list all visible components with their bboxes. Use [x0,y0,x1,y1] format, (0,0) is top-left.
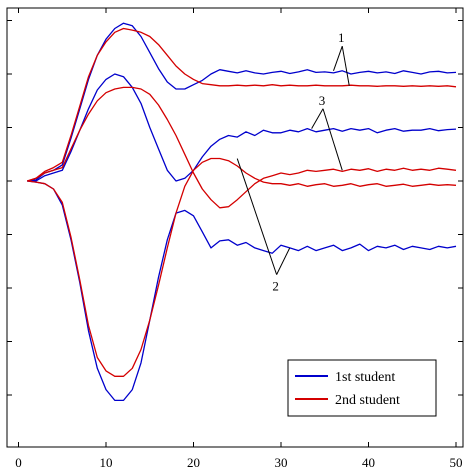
series-line-2 [27,73,457,182]
x-tick-label: 40 [362,455,375,470]
x-tick-label: 20 [187,455,200,470]
annotation-leader-1 [341,46,350,86]
annotation-leader-3 [311,108,324,129]
annotations-layer: 1 3 2 [236,30,350,294]
legend-label-1st-student: 1st student [335,370,395,385]
x-tick-label: 30 [275,455,288,470]
annotation-leader-3 [322,108,343,171]
series-line-3 [27,180,457,402]
x-tick-label: 10 [100,455,113,470]
x-tick-label: 50 [450,455,463,470]
annotation-label-1: 1 [338,30,345,45]
legend-box [287,359,437,417]
legend-label-2nd-student: 2nd student [335,393,400,408]
annotation-leader-2 [236,158,278,275]
plot-frame [6,7,464,448]
series-layer [27,22,457,402]
series-line-4 [27,27,457,182]
series-line-6 [27,157,457,377]
legend: 1st student 2nd student [287,359,437,417]
series-line-5 [27,86,457,209]
plot-axes: 0 10 20 30 40 50 [6,7,464,470]
x-tick-label: 0 [15,455,22,470]
annotation-label-3: 3 [319,93,326,108]
annotation-leader-2 [276,247,291,275]
annotation-leader-1 [333,46,343,71]
annotation-label-2: 2 [272,279,279,294]
